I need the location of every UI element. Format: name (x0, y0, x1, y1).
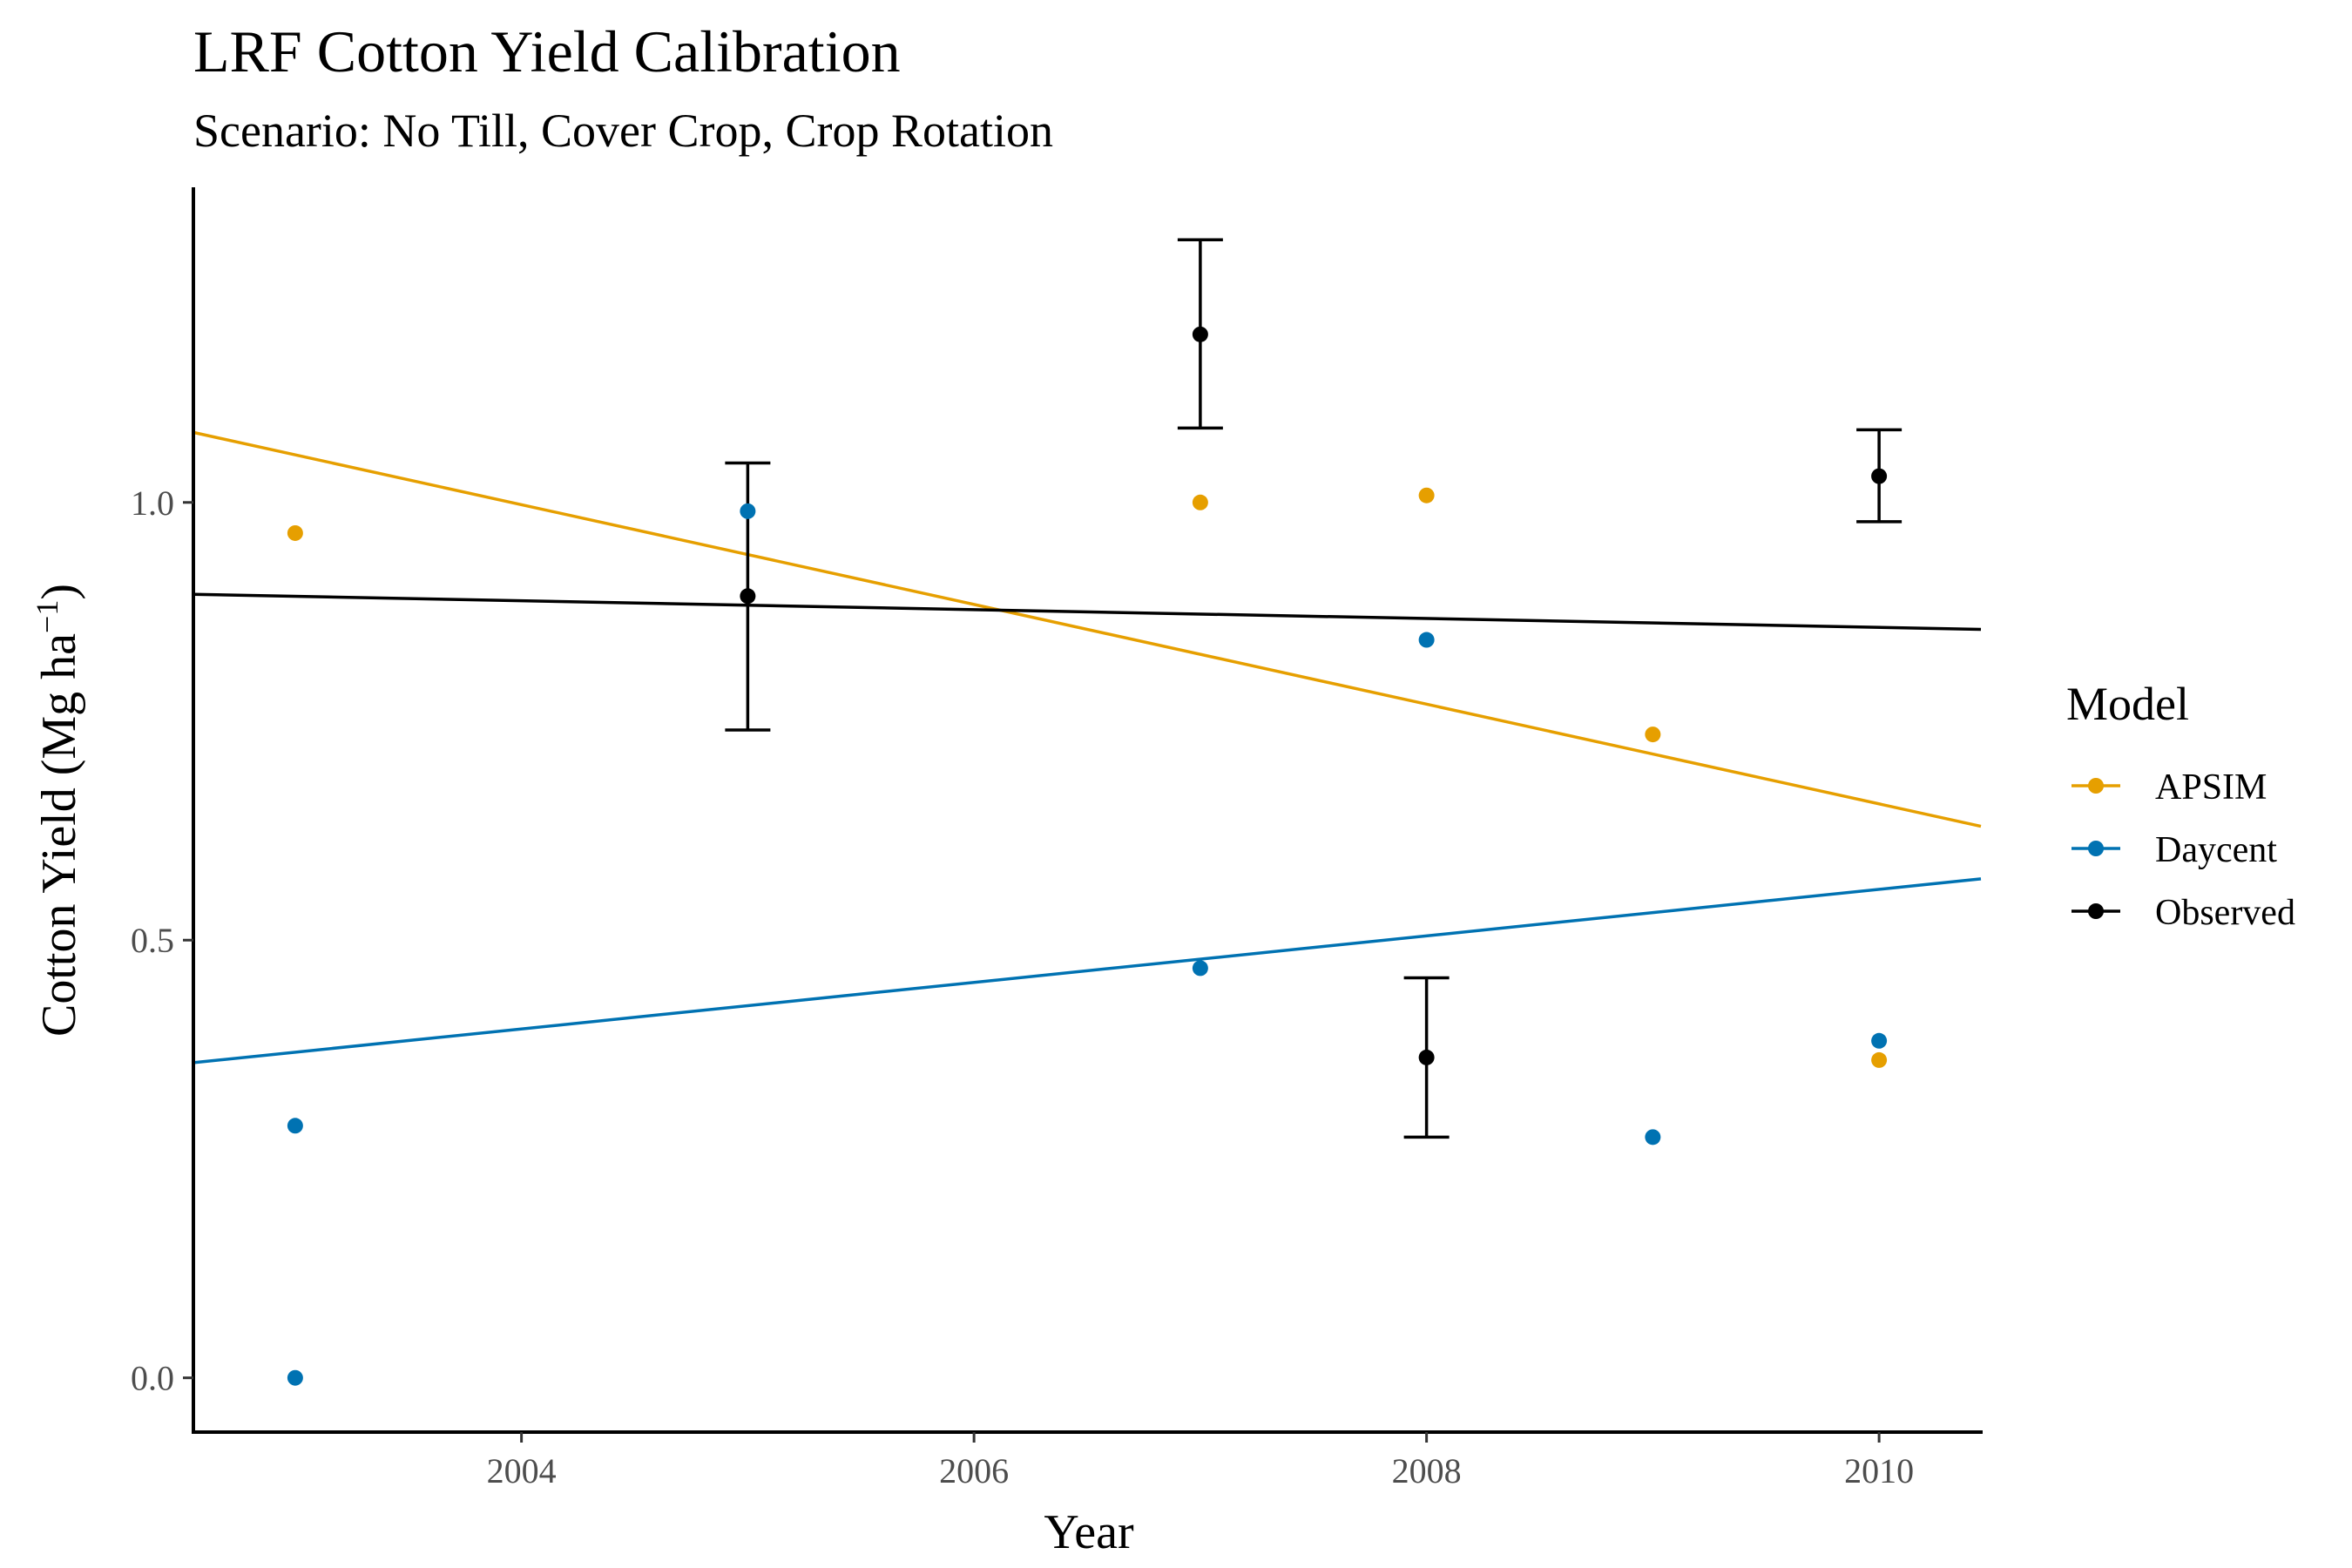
y-axis-title: Cotton Yield (Mg ha−1) (30, 584, 86, 1037)
trend-line-apsim (193, 430, 1982, 828)
point-apsim-0 (287, 524, 303, 541)
chart-title: LRF Cotton Yield Calibration (193, 18, 901, 84)
point-daycent-6 (1871, 1032, 1888, 1049)
legend-title: Model (2066, 678, 2189, 730)
point-observed-1 (1192, 326, 1208, 342)
legend-label-apsim: APSIM (2155, 767, 2267, 808)
trend-line-daycent (193, 877, 1982, 1064)
legend-label-observed: Observed (2155, 893, 2295, 933)
x-tick-label-2010: 2010 (1844, 1451, 1914, 1490)
x-axis-ticks: 2004 2006 2008 2010 (487, 1432, 1914, 1490)
x-tick-label-2004: 2004 (487, 1451, 557, 1490)
y-tick-label-2: 1.0 (131, 483, 174, 523)
point-apsim-2 (1418, 487, 1435, 504)
legend-label-daycent: Daycent (2155, 830, 2277, 870)
plot-area: 2004 2006 2008 2010 0.0 0.5 1.0 (131, 187, 1983, 1490)
chart-subtitle: Scenario: No Till, Cover Crop, Crop Rota… (193, 105, 1053, 157)
x-tick-label-2008: 2008 (1392, 1451, 1462, 1490)
x-axis-title: Year (1044, 1505, 1134, 1559)
point-observed-2 (1418, 1049, 1435, 1065)
error-bars (725, 238, 1903, 1139)
y-axis-title-superscript: −1 (30, 600, 64, 633)
point-observed-3 (1871, 468, 1888, 484)
y-axis-title-main: Cotton Yield (Mg ha (32, 633, 86, 1037)
point-observed-0 (740, 588, 756, 605)
point-daycent-4 (1418, 632, 1435, 648)
point-daycent-0 (287, 1118, 303, 1134)
data-points (287, 326, 1888, 1386)
point-daycent-2 (740, 503, 756, 519)
trend-line-observed (193, 592, 1982, 632)
point-apsim-3 (1645, 727, 1661, 743)
legend: Model APSIM Daycent Observed (2066, 678, 2295, 933)
point-apsim-1 (1192, 494, 1208, 510)
legend-key-point-observed (2088, 903, 2104, 919)
point-daycent-3 (1192, 960, 1208, 977)
legend-key-point-apsim (2088, 778, 2104, 794)
point-apsim-4 (1871, 1051, 1888, 1068)
y-tick-label-0: 0.0 (131, 1359, 174, 1398)
x-tick-label-2006: 2006 (939, 1451, 1009, 1490)
point-daycent-5 (1645, 1129, 1661, 1146)
y-tick-label-1: 0.5 (131, 921, 174, 960)
point-daycent-1 (287, 1369, 303, 1386)
legend-key-point-daycent (2088, 841, 2104, 856)
y-axis-ticks: 0.0 0.5 1.0 (131, 483, 193, 1398)
trend-lines (193, 430, 1982, 1064)
y-axis-title-close: ) (32, 584, 86, 600)
